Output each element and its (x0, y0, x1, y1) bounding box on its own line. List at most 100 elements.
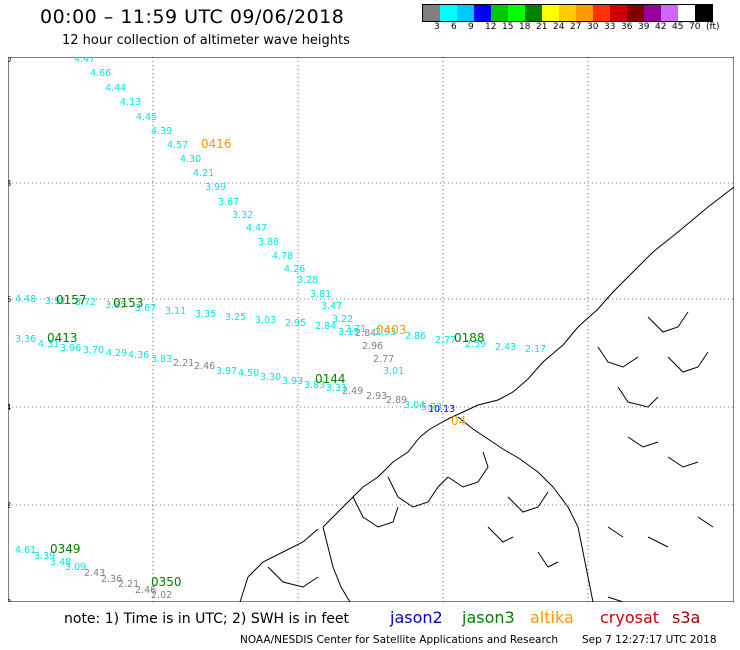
color-scale-labels: 3 6 9 12 15 18 21 24 27 30 33 36 39 42 45 70 (ft) (422, 22, 740, 36)
wave-height-label: 2.84 (355, 328, 376, 339)
coastline (239, 186, 734, 602)
wave-height-label: 3.22 (332, 314, 353, 325)
footer-credit: NOAA/NESDIS Center for Satellite Applica… (240, 634, 558, 646)
color-scale-swatch (508, 5, 525, 21)
wave-height-label: 2.43 (495, 342, 516, 353)
legend-note: note: 1) Time is in UTC; 2) SWH is in fe… (64, 611, 350, 627)
page-title: 00:00 – 11:59 UTC 09/06/2018 (40, 6, 345, 28)
wave-height-label: 3.81 (310, 289, 331, 300)
track-id-label: 0350 (151, 575, 182, 589)
track-id-label: 0144 (315, 372, 346, 386)
wave-height-label: 3.70 (83, 345, 104, 356)
color-scale-swatch (695, 5, 712, 21)
color-scale-label: 18 (519, 22, 531, 32)
graticule: 03691215706866646260 (8, 57, 734, 602)
color-scale-label: 6 (451, 22, 457, 32)
wave-height-label: 4.78 (272, 251, 293, 262)
color-scale-label: 12 (485, 22, 497, 32)
wave-height-label: 5.73 (421, 402, 442, 413)
wave-height-label: 4.57 (167, 140, 188, 151)
color-scale-swatch (525, 5, 542, 21)
wave-height-label: 3.09 (65, 562, 86, 573)
wave-height-label: 2.46 (194, 361, 215, 372)
color-scale-label: 45 (672, 22, 684, 32)
wave-height-label: 3.25 (225, 312, 246, 323)
color-scale-swatch (627, 5, 644, 21)
wave-height-label: 3.15 (338, 327, 359, 338)
footer-timestamp: Sep 7 12:27:17 UTC 2018 (582, 634, 717, 646)
wave-height-label: 3.67 (135, 303, 156, 314)
wave-height-label: 4.13 (120, 97, 141, 108)
wave-height-label: 4.21 (193, 168, 214, 179)
track-id-label: 0416 (201, 137, 232, 151)
color-scale-label: 70 (689, 22, 701, 32)
color-scale-swatch (661, 5, 678, 21)
track-id-label: 0188 (454, 331, 485, 345)
color-scale-label: 30 (587, 22, 599, 32)
wave-height-label: 3.28 (297, 275, 318, 286)
wave-height-label: 2.49 (342, 386, 363, 397)
wave-height-label: 3.96 (60, 343, 81, 354)
color-scale-swatch (440, 5, 457, 21)
wave-height-label: 4.31 (38, 339, 59, 350)
wave-height-label: 2.43 (84, 568, 105, 579)
color-scale-swatch (474, 5, 491, 21)
color-scale-label: 27 (570, 22, 582, 32)
page-subtitle: 12 hour collection of altimeter wave hei… (62, 33, 350, 48)
wave-height-label: 4.36 (128, 350, 149, 361)
color-scale-label: 9 (468, 22, 474, 32)
color-scale-swatch (610, 5, 627, 21)
track-id-label: 0157 (56, 293, 87, 307)
color-scale-swatch (559, 5, 576, 21)
wave-height-label: 3.39 (34, 551, 55, 562)
color-scale-label: (ft) (706, 22, 720, 32)
latitude-label: 66 (8, 295, 11, 304)
track-id-label: 0349 (50, 542, 81, 556)
wave-height-label: 2.21 (173, 358, 194, 369)
wave-height-label: 2.77 (435, 335, 456, 346)
wave-height-label: 4.66 (90, 68, 111, 79)
wave-height-label: 4.29 (106, 348, 127, 359)
track-id-label: 0403 (376, 323, 407, 337)
wave-height-label: 10.13 (428, 404, 455, 415)
wave-height-label: 4.26 (284, 264, 305, 275)
wave-height-label: 3.47 (321, 301, 342, 312)
color-scale-label: 42 (655, 22, 667, 32)
color-scale-swatch (644, 5, 661, 21)
wave-height-label: 3.04 (404, 400, 425, 411)
color-scale-swatches (422, 4, 713, 22)
color-scale-label: 15 (502, 22, 514, 32)
latitude-label: 60 (8, 598, 11, 602)
track-layer: 4.48 3.91 3.72 3.85 3.67 3.11 3.35 3.25 3.03 2.95… (15, 57, 546, 601)
wave-height-label: 3.35 (195, 309, 216, 320)
wave-height-label: 3.11 (165, 306, 186, 317)
wave-height-label: 4.39 (151, 126, 172, 137)
wave-height-label: 2.71 (345, 324, 366, 335)
color-scale-swatch (678, 5, 695, 21)
wave-height-label: 3.97 (216, 366, 237, 377)
legend-s3a: s3a (672, 608, 701, 627)
wave-height-label: 3.88 (258, 237, 279, 248)
legend-jason3: jason3 (462, 608, 515, 627)
color-scale-swatch (576, 5, 593, 21)
color-scale-swatch (542, 5, 559, 21)
color-scale-swatch (457, 5, 474, 21)
wave-height-label: 3.31 (326, 383, 347, 394)
wave-height-label: 3.83 (151, 354, 172, 365)
wave-height-label: 3.83 (304, 380, 325, 391)
wave-height-label: 4.61 (15, 545, 36, 556)
wave-height-label: 3.99 (205, 182, 226, 193)
wave-height-label: 2.02 (151, 590, 172, 601)
wave-height-label: 2.93 (366, 391, 387, 402)
map-frame (8, 57, 734, 602)
latitude-label: 62 (8, 501, 11, 510)
color-scale-label: 3 (434, 22, 440, 32)
wave-height-label: 3.32 (232, 210, 253, 221)
wave-height-label: 2.84 (315, 321, 336, 332)
wave-height-label: 2.89 (386, 395, 407, 406)
wave-height-label: 2.36 (101, 574, 122, 585)
latitude-label: 68 (8, 179, 11, 188)
wave-height-label: 4.30 (180, 154, 201, 165)
wave-height-label: 3.91 (45, 296, 66, 307)
wave-height-label: 3.48 (50, 557, 71, 568)
